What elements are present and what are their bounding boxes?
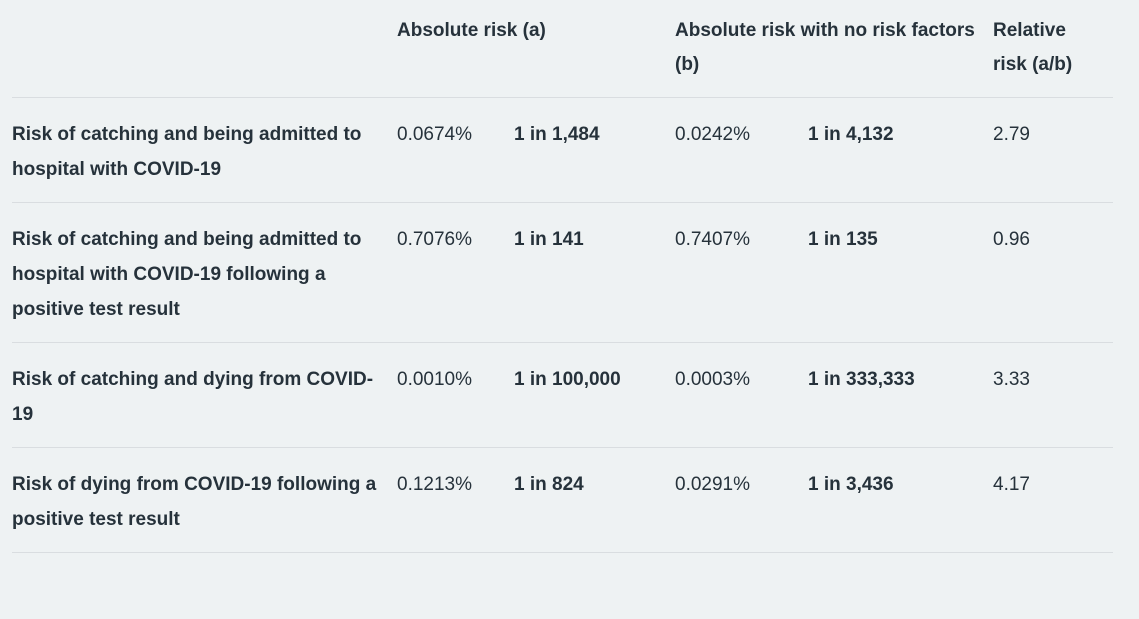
- no-factors-pct: 0.0291%: [675, 447, 808, 553]
- header-relative-risk: Relative risk (a/b): [993, 0, 1114, 98]
- no-factors-ratio: 1 in 4,132: [808, 97, 994, 203]
- relative-risk: 0.96: [993, 202, 1114, 343]
- absolute-risk-ratio: 1 in 141: [514, 202, 675, 343]
- header-description: [12, 0, 397, 98]
- header-absolute-risk-no-factors: Absolute risk with no risk factors (b): [675, 0, 994, 98]
- table-row: Risk of dying from COVID-19 following a …: [12, 447, 1114, 553]
- absolute-risk-pct: 0.1213%: [397, 447, 514, 553]
- table-row: Risk of catching and dying from COVID-19…: [12, 342, 1114, 448]
- relative-risk: 3.33: [993, 342, 1114, 448]
- absolute-risk-pct: 0.0010%: [397, 342, 514, 448]
- header-absolute-risk: Absolute risk (a): [397, 0, 675, 98]
- absolute-risk-ratio: 1 in 824: [514, 447, 675, 553]
- no-factors-ratio: 1 in 135: [808, 202, 994, 343]
- risk-table-container: Absolute risk (a) Absolute risk with no …: [12, 0, 1114, 553]
- absolute-risk-pct: 0.0674%: [397, 97, 514, 203]
- covid-risk-table: Absolute risk (a) Absolute risk with no …: [12, 0, 1114, 553]
- no-factors-ratio: 1 in 333,333: [808, 342, 994, 448]
- no-factors-ratio: 1 in 3,436: [808, 447, 994, 553]
- no-factors-pct: 0.0003%: [675, 342, 808, 448]
- no-factors-pct: 0.0242%: [675, 97, 808, 203]
- absolute-risk-ratio: 1 in 100,000: [514, 342, 675, 448]
- relative-risk: 2.79: [993, 97, 1114, 203]
- absolute-risk-pct: 0.7076%: [397, 202, 514, 343]
- row-label: Risk of catching and being admitted to h…: [12, 97, 397, 203]
- row-label: Risk of dying from COVID-19 following a …: [12, 447, 397, 553]
- absolute-risk-ratio: 1 in 1,484: [514, 97, 675, 203]
- table-row: Risk of catching and being admitted to h…: [12, 97, 1114, 203]
- header-row: Absolute risk (a) Absolute risk with no …: [12, 0, 1114, 98]
- row-label: Risk of catching and dying from COVID-19: [12, 342, 397, 448]
- table-row: Risk of catching and being admitted to h…: [12, 202, 1114, 343]
- relative-risk: 4.17: [993, 447, 1114, 553]
- no-factors-pct: 0.7407%: [675, 202, 808, 343]
- row-label: Risk of catching and being admitted to h…: [12, 202, 397, 343]
